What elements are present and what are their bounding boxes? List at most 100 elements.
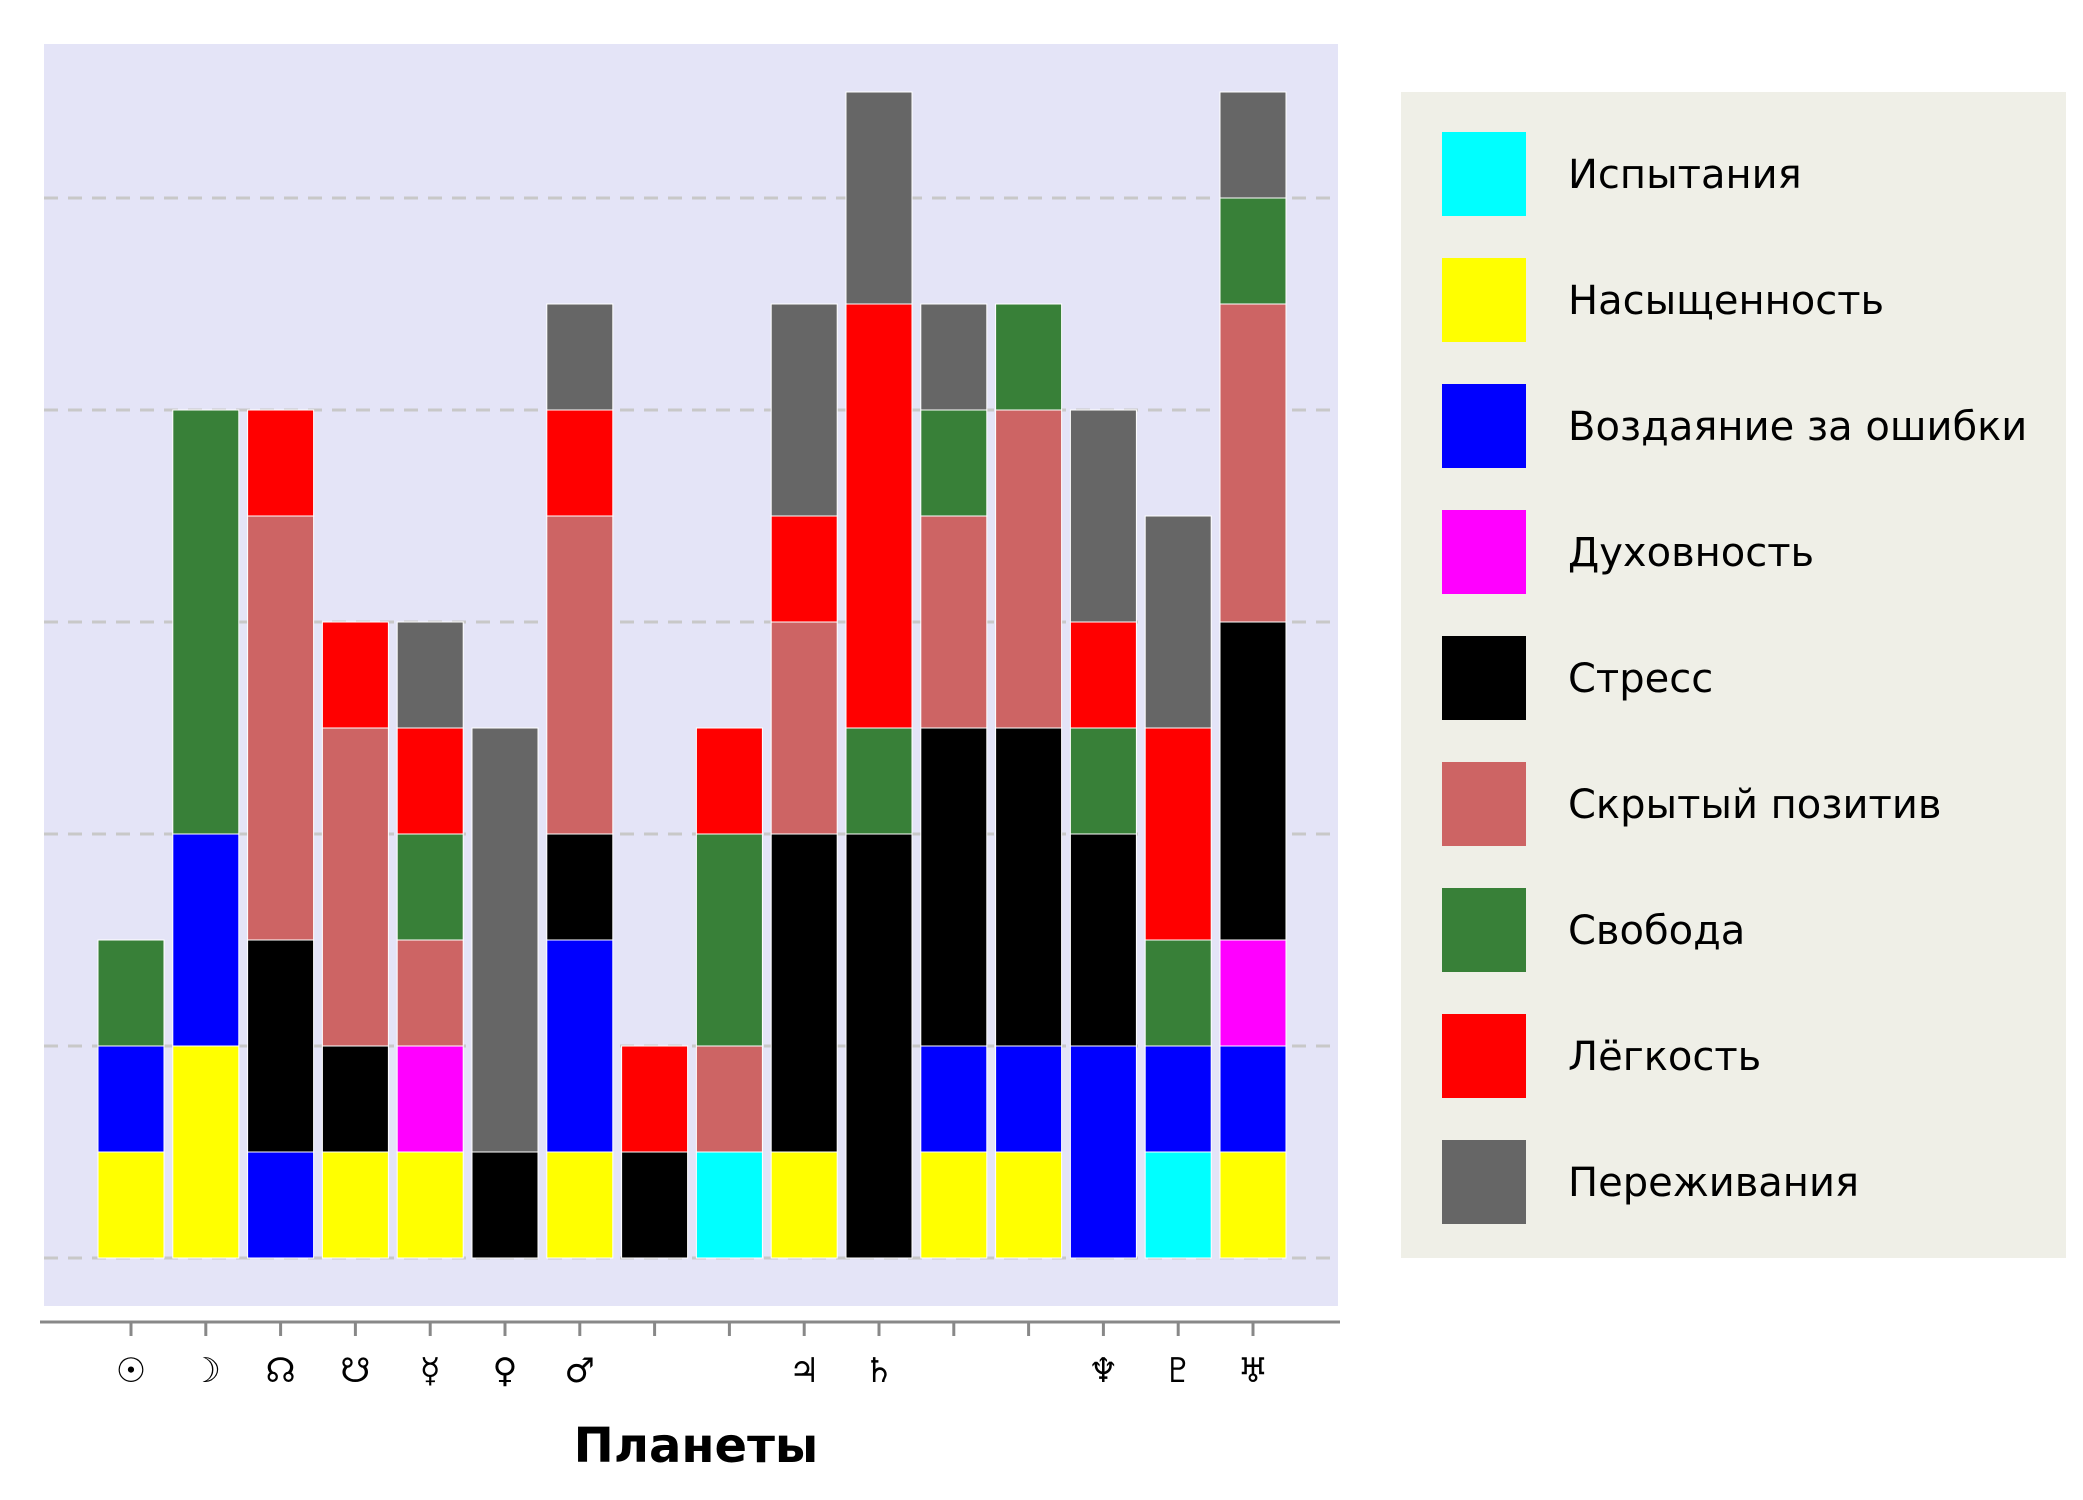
bar-segment: [995, 1151, 1063, 1259]
bar-segment: [920, 409, 988, 517]
bar-segment: [1219, 939, 1287, 1047]
legend-label: Воздаяние за ошибки: [1568, 404, 2027, 450]
bar-segment: [396, 727, 464, 835]
legend-swatch: [1442, 636, 1526, 720]
bar-segment: [695, 1151, 763, 1259]
legend-label: Стресс: [1568, 656, 1713, 702]
x-tick-label: ♅: [1238, 1351, 1268, 1391]
bar-segment: [695, 727, 763, 835]
bar-segment: [546, 409, 614, 517]
bar-segment: [396, 939, 464, 1047]
legend-swatch: [1442, 1014, 1526, 1098]
bar-segment: [1219, 621, 1287, 941]
legend: Испытания Насыщенность Воздаяние за ошибки…: [1442, 132, 2027, 1224]
bar-segment: [1219, 91, 1287, 199]
bar-segment: [396, 1151, 464, 1259]
legend-label: Насыщенность: [1568, 278, 1884, 324]
x-tick-label: ♆: [1088, 1351, 1118, 1391]
bar-segment: [471, 727, 539, 1153]
bar-segment: [845, 833, 913, 1259]
bar-segment: [770, 621, 838, 835]
bar-segment: [1069, 409, 1137, 623]
bar-segment: [546, 1151, 614, 1259]
legend-label: Духовность: [1568, 530, 1814, 576]
bar-segment: [770, 515, 838, 623]
bar-segment: [920, 515, 988, 729]
bar-segment: [97, 1045, 165, 1153]
legend-swatch: [1442, 1140, 1526, 1224]
bar-segment: [1219, 1045, 1287, 1153]
bar-segment: [247, 409, 315, 517]
legend-swatch: [1442, 888, 1526, 972]
bar-segment: [770, 1151, 838, 1259]
bar-segment: [770, 833, 838, 1153]
bar-segment: [546, 939, 614, 1153]
bar-segment: [321, 621, 389, 729]
bar-segment: [845, 303, 913, 729]
bar-segment: [546, 833, 614, 941]
bar-segment: [920, 303, 988, 411]
x-tick-label: ♀: [493, 1351, 518, 1391]
bar-segment: [1144, 939, 1212, 1047]
bar-segment: [1219, 197, 1287, 305]
bar-segment: [920, 1045, 988, 1153]
bar-segment: [172, 1045, 240, 1259]
x-tick-label: ♄: [864, 1351, 894, 1391]
bar-segment: [1144, 727, 1212, 941]
bar-segment: [546, 515, 614, 835]
bar-segment: [1069, 1045, 1137, 1259]
x-tick-label: ♂: [565, 1351, 595, 1391]
bar-segment: [97, 939, 165, 1047]
legend-label: Переживания: [1568, 1160, 1859, 1206]
legend-swatch: [1442, 762, 1526, 846]
x-tick-label: ♃: [789, 1351, 819, 1391]
bar-segment: [1219, 1151, 1287, 1259]
bar-segment: [1144, 1151, 1212, 1259]
bar-segment: [695, 1045, 763, 1153]
bar-segment: [247, 515, 315, 941]
bar-segment: [995, 409, 1063, 729]
bar-segment: [396, 833, 464, 941]
legend-swatch: [1442, 258, 1526, 342]
x-axis-title: Планеты: [574, 1418, 819, 1474]
legend-swatch: [1442, 384, 1526, 468]
bar-segment: [845, 91, 913, 305]
legend-swatch: [1442, 510, 1526, 594]
x-tick-label: ♇: [1163, 1351, 1193, 1391]
bar-segment: [1219, 303, 1287, 623]
bar-segment: [97, 1151, 165, 1259]
x-tick-label: ☊: [265, 1351, 295, 1391]
x-tick-label: ☉: [116, 1351, 146, 1391]
legend-label: Испытания: [1568, 152, 1802, 198]
x-tick-label: ☽: [191, 1351, 221, 1391]
bar-segment: [172, 833, 240, 1047]
bar-segment: [920, 1151, 988, 1259]
bar-segment: [247, 939, 315, 1153]
bar-segment: [770, 303, 838, 517]
bar-segment: [172, 409, 240, 835]
legend-label: Свобода: [1568, 908, 1745, 954]
bar-segment: [995, 1045, 1063, 1153]
bar-segment: [1144, 515, 1212, 729]
legend-label: Скрытый позитив: [1568, 782, 1941, 828]
bar-segment: [621, 1045, 689, 1153]
bar-segment: [1069, 833, 1137, 1047]
bar-segment: [546, 303, 614, 411]
x-ticks: ☉ ☽ ☊ ☋ ☿ ♀ ♂ ♃ ♄ ♆ ♇ ♅: [116, 1322, 1268, 1391]
bar-segment: [845, 727, 913, 835]
bar-segment: [321, 727, 389, 1047]
legend-label: Лёгкость: [1568, 1034, 1761, 1080]
bar-segment: [1069, 727, 1137, 835]
bar-segment: [1144, 1045, 1212, 1153]
bar-segment: [920, 727, 988, 1047]
bar-segment: [995, 727, 1063, 1047]
bar-segment: [995, 303, 1063, 411]
bar-segment: [396, 621, 464, 729]
bar-segment: [396, 1045, 464, 1153]
bar-segment: [621, 1151, 689, 1259]
bar-segment: [695, 833, 763, 1047]
bar-segment: [321, 1045, 389, 1153]
bar-segment: [321, 1151, 389, 1259]
bar-segment: [471, 1151, 539, 1259]
